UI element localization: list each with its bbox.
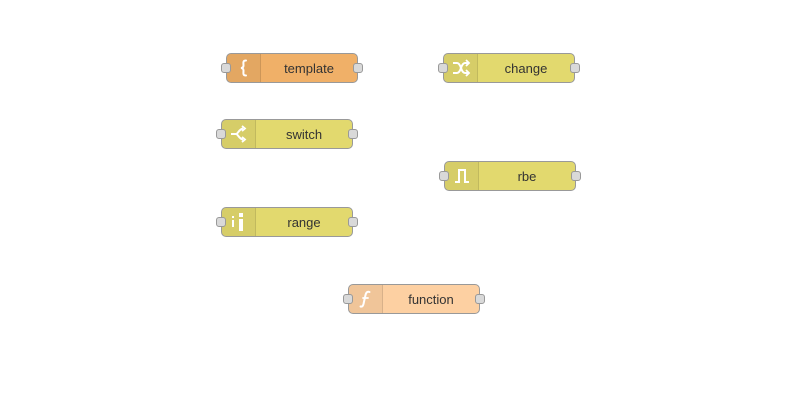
template-icon [240, 59, 247, 77]
change-node-label: change [504, 60, 548, 76]
rbe-input-port[interactable] [439, 171, 449, 181]
function-input-port[interactable] [343, 294, 353, 304]
range-icon-box [222, 208, 256, 236]
template-input-port[interactable] [221, 63, 231, 73]
template-node[interactable]: template [221, 53, 363, 83]
range-output-port[interactable] [348, 217, 358, 227]
range-node-label: range [287, 214, 321, 230]
range-node[interactable]: range [216, 207, 358, 237]
change-node[interactable]: change [438, 53, 580, 83]
change-output-port[interactable] [570, 63, 580, 73]
range-icon [231, 213, 243, 231]
rbe-node[interactable]: rbe [439, 161, 581, 191]
switch-output-port[interactable] [348, 129, 358, 139]
rbe-output-port[interactable] [571, 171, 581, 181]
rbe-icon-box [445, 162, 479, 190]
template-output-port[interactable] [353, 63, 363, 73]
range-input-port[interactable] [216, 217, 226, 227]
switch-node[interactable]: switch [216, 119, 358, 149]
function-node-label: function [408, 291, 454, 307]
rbe-icon [454, 169, 469, 183]
rbe-node-label: rbe [517, 168, 537, 184]
change-input-port[interactable] [438, 63, 448, 73]
switch-icon [230, 125, 246, 143]
switch-node-label: switch [285, 126, 323, 142]
switch-icon-box [222, 120, 256, 148]
function-node[interactable]: function [343, 284, 485, 314]
change-icon [452, 59, 470, 77]
change-icon-box [444, 54, 478, 82]
switch-input-port[interactable] [216, 129, 226, 139]
template-node-label: template [284, 60, 334, 76]
template-icon-box [227, 54, 261, 82]
function-icon [359, 290, 370, 308]
function-icon-box [349, 285, 383, 313]
function-output-port[interactable] [475, 294, 485, 304]
